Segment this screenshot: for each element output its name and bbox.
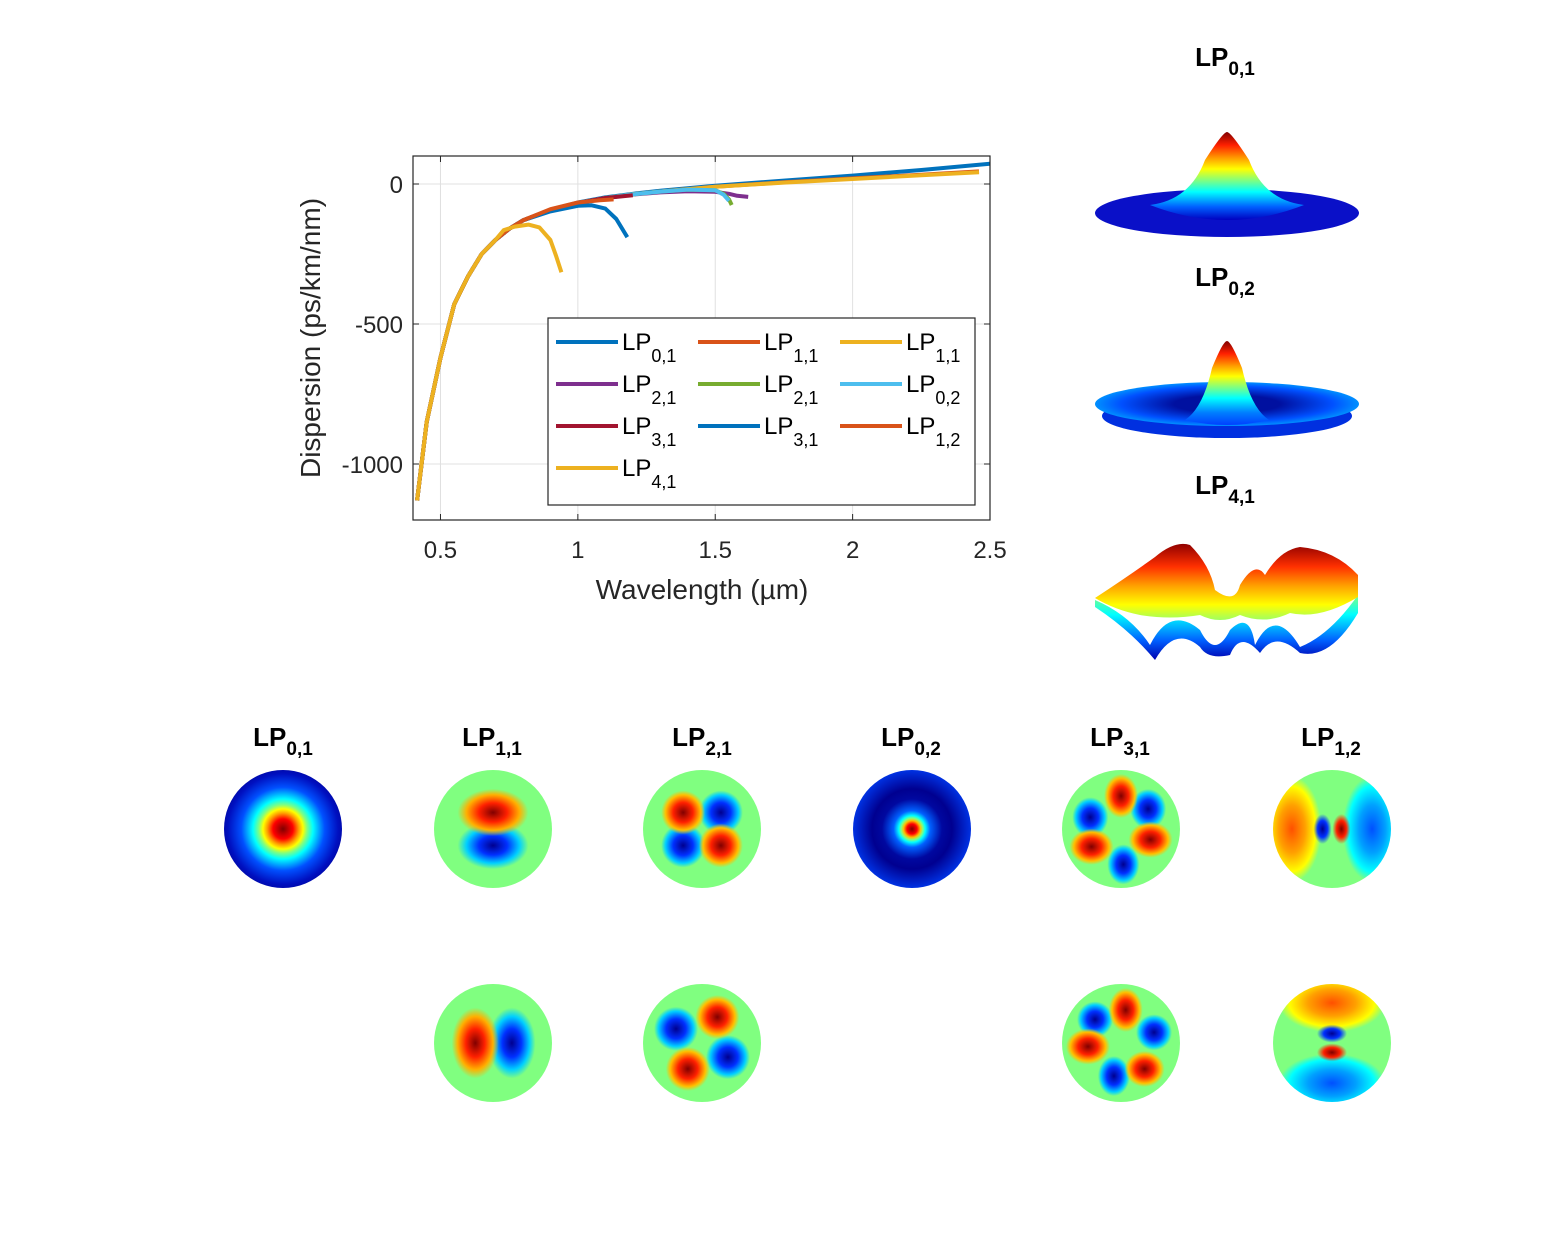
mode-profile-lp21-a [643,770,761,888]
mode-title-lp11: LP1,1 [462,722,522,760]
plot-area-frame [412,155,991,521]
x-tick-labels: 0.5 1 1.5 2 2.5 [424,537,1007,564]
mode-profile-lp31-a [1062,770,1180,888]
x-tick-label: 2 [846,537,859,564]
x-tick-label: 2.5 [973,537,1006,564]
mode-profile-lp31-b [1062,984,1180,1102]
x-axis-label: Wavelength (µm) [596,574,809,605]
mode-profile-lp02 [853,770,971,888]
surface-lp02-graphic [1095,341,1359,438]
surface-peak [1185,341,1269,425]
legend: LP0,1 LP1,1 LP1,1 LP2,1 LP2,1 LP0,2 LP3,1 LP3,1… [547,317,976,506]
legend-entry-label: LP2,1 [764,371,818,408]
legend-entry-label: LP1,1 [906,329,960,366]
y-tick-label: 0 [390,172,403,199]
mode-title-lp12: LP1,2 [1301,722,1361,760]
legend-entry-label: LP0,2 [906,371,960,408]
surface-lp01-graphic [1095,132,1359,237]
surface-lower-lobes [1095,595,1358,660]
mode-profile-lp21-b [643,984,761,1102]
legend-entry-label: LP0,1 [622,329,676,366]
mode-profile-lp11-a [434,770,552,888]
legend-entry-label: LP2,1 [622,371,676,408]
legend-entry-label: LP4,1 [622,455,676,492]
surface-upper-lobes [1095,543,1358,620]
surface-peak [1150,132,1304,220]
x-tick-label: 1.5 [699,537,732,564]
mode-profile-lp12-a [1273,770,1391,888]
legend-entry-label: LP1,1 [764,329,818,366]
y-tick-label: -500 [355,312,403,339]
mode-title-lp01: LP0,1 [253,722,313,760]
surface-title-lp41: LP4,1 [1195,470,1255,508]
mode-profile-lp12-b [1273,984,1391,1102]
legend-entry-label: LP1,2 [906,413,960,450]
mode-title-lp31: LP3,1 [1090,722,1150,760]
y-axis-label: Dispersion (ps/km/nm) [295,198,326,478]
axis-ticks [413,156,991,520]
legend-box [547,317,976,506]
surface-title-lp02: LP0,2 [1195,262,1255,300]
x-tick-label: 1 [571,537,584,564]
x-tick-label: 0.5 [424,537,457,564]
mode-profile-lp01 [224,770,342,888]
surface-title-lp01: LP0,1 [1195,42,1255,80]
legend-entry-label: LP3,1 [764,413,818,450]
y-tick-labels: 0 -500 -1000 [342,172,403,479]
series-layer [415,161,990,501]
legend-entry-label: LP3,1 [622,413,676,450]
mode-profile-lp11-b [434,984,552,1102]
mode-title-lp21: LP2,1 [672,722,732,760]
y-tick-label: -1000 [342,452,403,479]
series-line-lp41-9 [415,222,564,501]
mode-title-lp02: LP0,2 [881,722,941,760]
surface-lp41-graphic [1095,543,1358,660]
